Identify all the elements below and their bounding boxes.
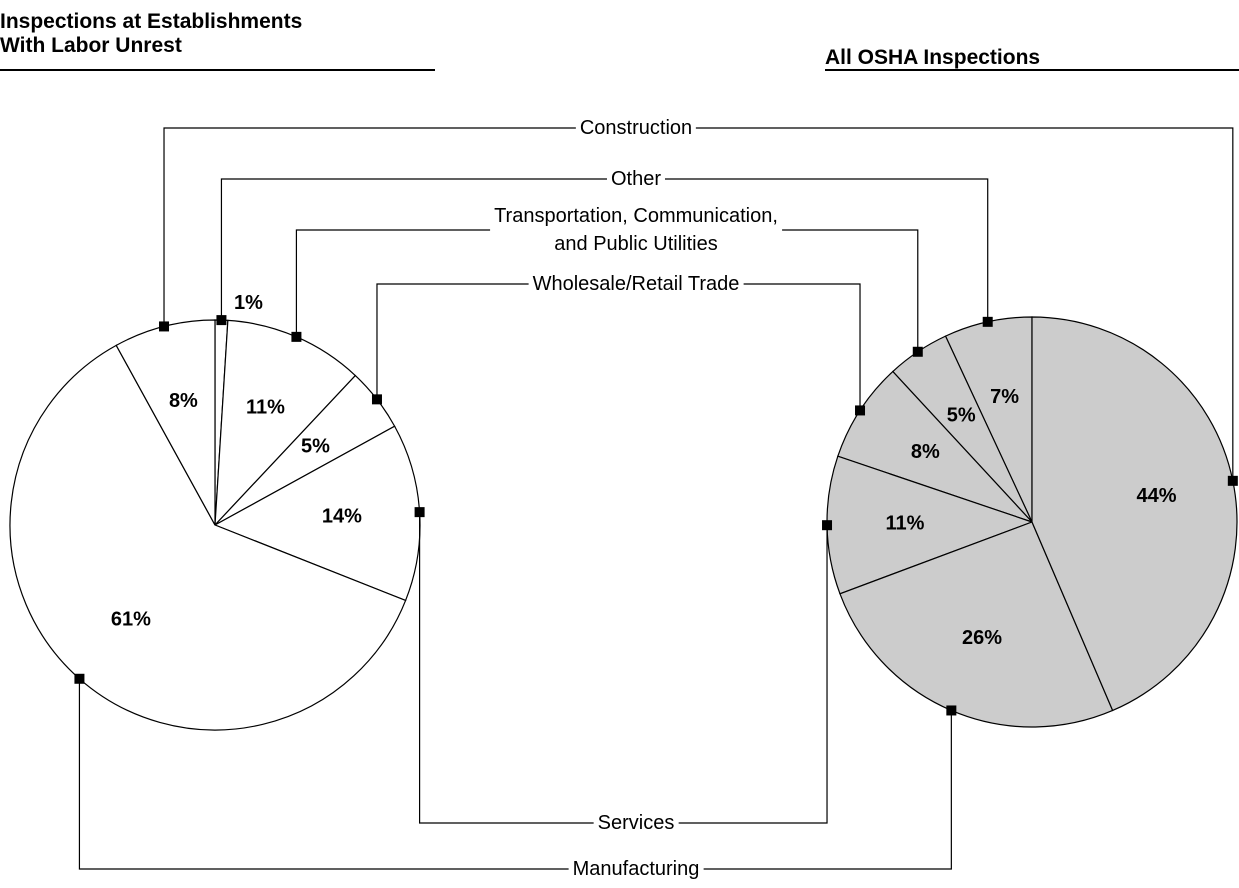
category-label: Wholesale/Retail Trade [528,270,744,298]
marker [371,394,382,405]
value-label: 11% [885,512,924,534]
connector [163,127,1234,481]
connector [78,678,952,870]
marker [291,331,302,342]
value-label: 26% [962,627,1002,649]
marker [414,507,425,518]
value-label: 44% [1136,485,1176,507]
category-label: Transportation, Communication, and Publi… [490,202,782,258]
category-label: Other [606,165,666,193]
left-title: Inspections at Establishments With Labor… [0,10,303,57]
marker [159,321,170,332]
marker [855,405,866,416]
marker [912,346,923,357]
value-label: 8% [169,390,198,412]
value-label: 7% [990,386,1019,408]
marker [216,315,227,326]
category-label: Manufacturing [568,855,704,883]
value-label: 14% [322,505,362,527]
marker [946,705,957,716]
value-label: 61% [111,609,151,631]
right-title: All OSHA Inspections [825,46,1041,69]
marker [822,520,833,531]
value-label: 5% [301,435,330,457]
connector [376,283,861,411]
marker [1227,475,1238,486]
marker [982,316,993,327]
category-label: Construction [575,114,697,142]
value-label: 1% [234,292,263,314]
value-label: 11% [246,397,285,419]
category-label: Services [593,809,679,837]
connector [418,512,828,824]
marker [74,673,85,684]
connector [220,178,989,322]
value-label: 5% [947,405,976,427]
value-label: 8% [911,441,940,463]
